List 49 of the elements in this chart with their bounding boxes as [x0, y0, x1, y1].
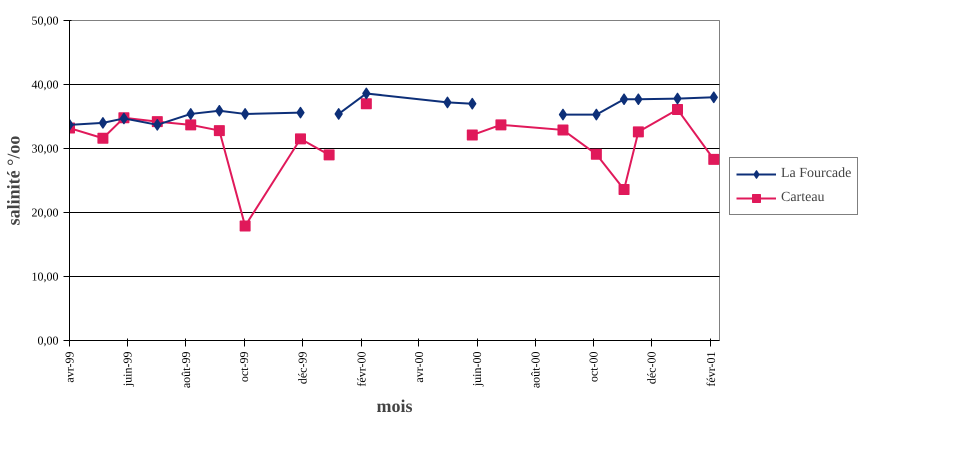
point — [324, 149, 335, 160]
y-tick-label: 40,00 — [32, 78, 58, 92]
x-tick-label: oct-99 — [237, 352, 252, 382]
x-tick-label: oct-00 — [586, 352, 601, 382]
x-tick-label: août-99 — [178, 352, 193, 388]
x-tick-label: juin-99 — [120, 351, 135, 388]
point — [618, 184, 630, 195]
x-axis-title: mois — [376, 396, 412, 416]
point — [632, 126, 644, 138]
y-tick-label: 10,00 — [32, 270, 58, 284]
x-tick-label: déc-00 — [644, 351, 659, 384]
x-tick-label: févr-01 — [704, 351, 718, 387]
point — [360, 98, 372, 110]
point — [495, 119, 506, 130]
point — [443, 96, 452, 108]
x-tick-label: avr-00 — [412, 352, 426, 383]
point — [215, 104, 224, 117]
point — [620, 93, 628, 106]
point — [362, 87, 371, 100]
point — [673, 92, 682, 105]
y-tick-label: 20,00 — [32, 206, 58, 220]
point — [592, 108, 601, 121]
x-tick-label: avr-99 — [62, 352, 76, 383]
point — [98, 116, 108, 129]
point — [240, 108, 250, 120]
x-tick-label: déc-99 — [295, 351, 310, 384]
x-tick-label: févr-00 — [354, 351, 369, 387]
point — [97, 132, 108, 144]
x-tick-label: août-00 — [528, 352, 542, 388]
legend-label: La Fourcade — [781, 166, 852, 182]
point — [294, 133, 306, 144]
point — [672, 104, 684, 115]
point — [334, 108, 343, 120]
y-tick-label: 50,00 — [32, 14, 58, 28]
point — [557, 124, 568, 136]
point — [558, 108, 568, 121]
point — [634, 93, 643, 106]
point — [466, 130, 478, 141]
x-tick-label: juin-00 — [470, 351, 484, 388]
legend-label: Carteau — [781, 190, 825, 206]
y-axis-title: salinité °/oo — [4, 136, 24, 226]
y-tick-label: 30,00 — [32, 142, 58, 156]
point — [214, 125, 225, 136]
point — [708, 154, 720, 165]
y-tick-label: 0,00 — [38, 334, 58, 348]
point — [296, 106, 305, 119]
point — [590, 148, 602, 160]
point — [240, 220, 251, 232]
point — [185, 119, 196, 130]
